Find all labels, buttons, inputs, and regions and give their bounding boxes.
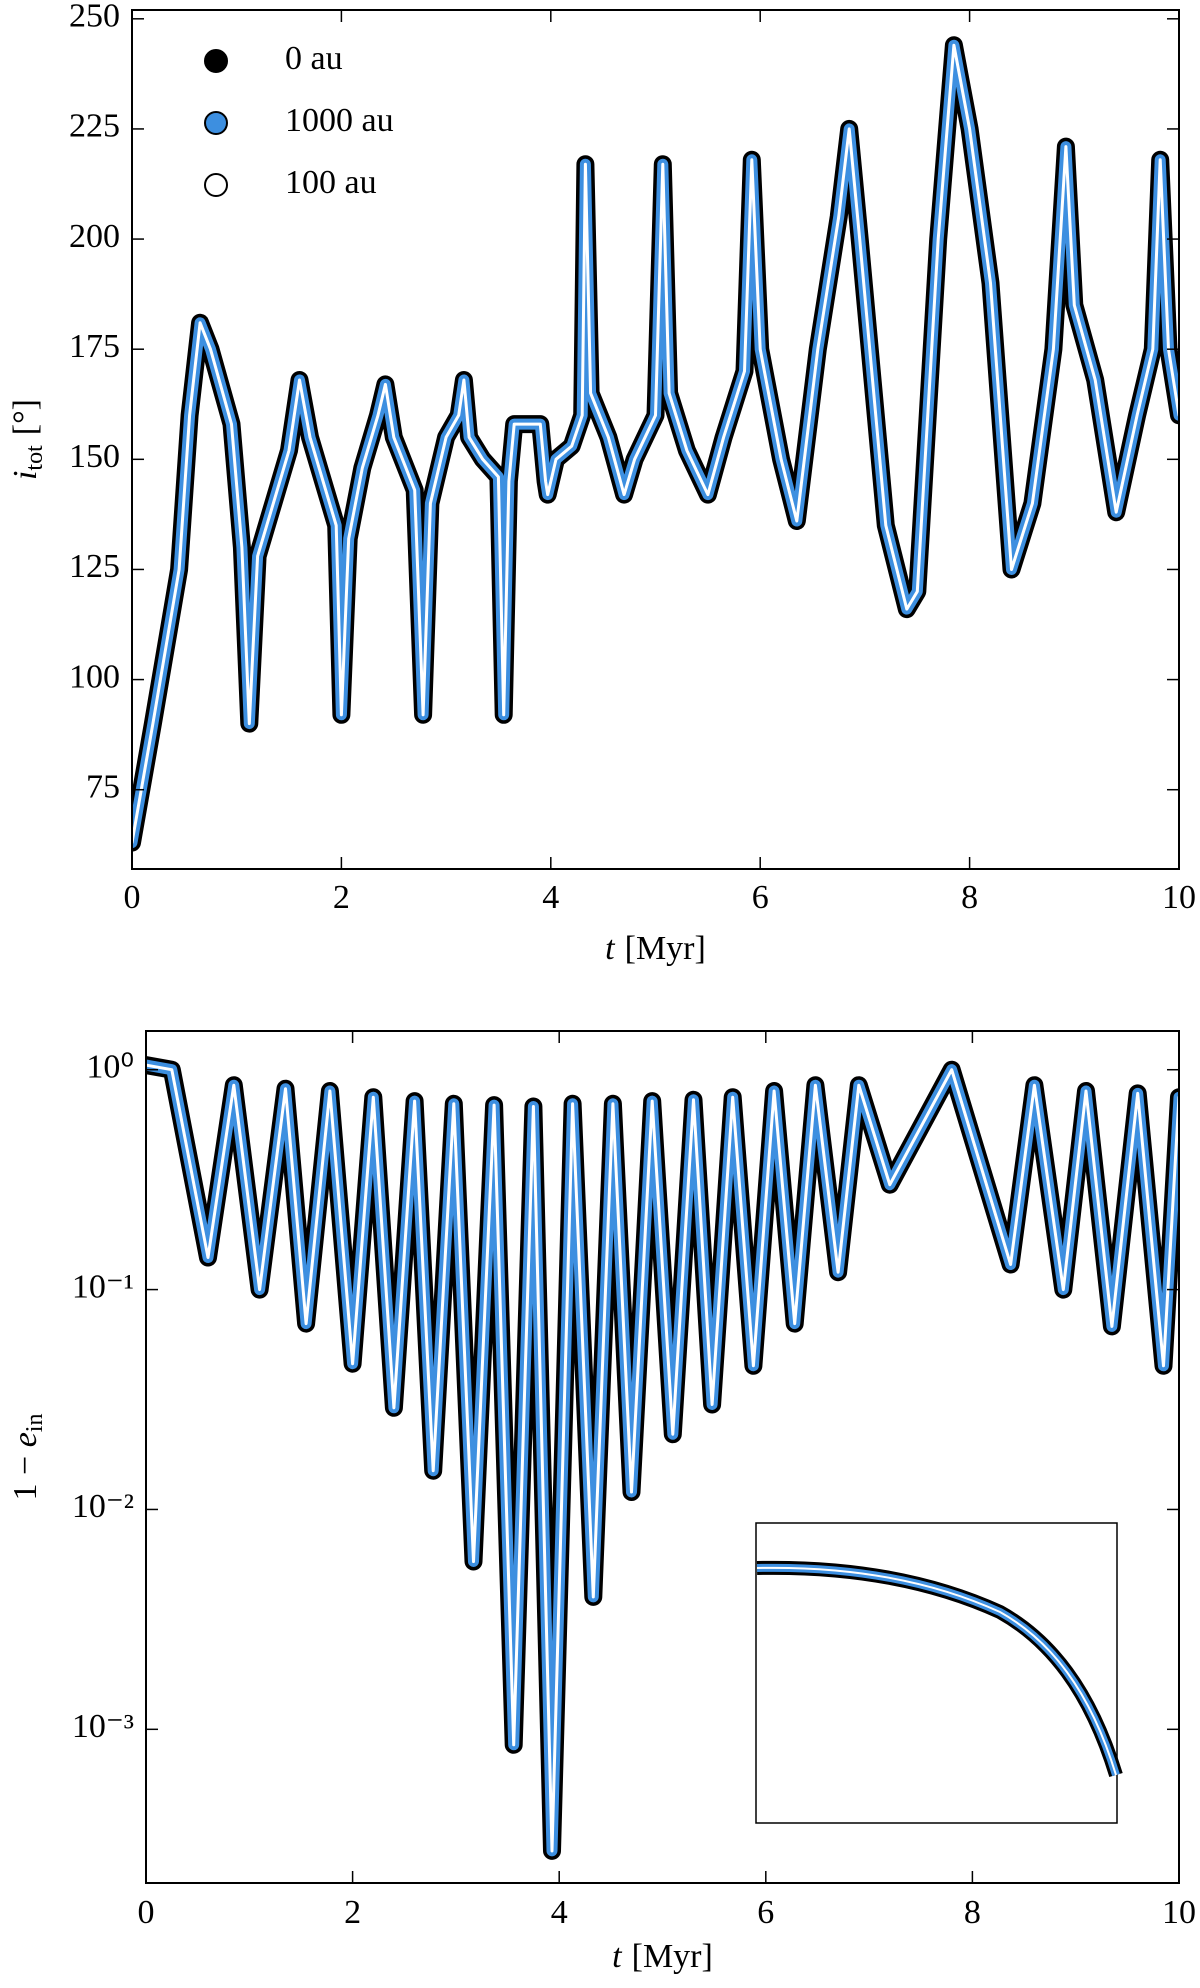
x-label-unit: [Myr]: [625, 930, 706, 967]
line-series: [146, 1063, 1179, 1853]
y-tick-label: 10⁻¹: [72, 1268, 134, 1305]
x-tick-label: 8: [964, 1894, 981, 1931]
inset-curve: [756, 1566, 1117, 1776]
y-tick-label: 10⁻²: [72, 1488, 134, 1525]
y-tick-label: 200: [69, 218, 120, 255]
y-tick-label: 10⁰: [86, 1049, 134, 1086]
y-tick-label: 175: [69, 328, 120, 365]
chart: 0 2 4 6 8 10 75 100 125 150 175 200 225 250 t [Myr] itot…: [7, 0, 1196, 967]
y-label-symbol: i: [7, 471, 44, 480]
x-tick-label: 4: [542, 879, 559, 916]
x-axis-label: t [Myr]: [612, 1938, 713, 1975]
x-axis-label: t [Myr]: [605, 930, 706, 967]
x-label-symbol: t: [605, 930, 616, 967]
legend-marker: [204, 173, 228, 197]
legend-marker: [204, 111, 228, 135]
x-label-symbol: t: [612, 1938, 623, 1975]
chart: 0 2 4 6 8 10 10⁰ 10⁻¹ 10⁻² 10⁻³ t [Myr] 1 − ein: [7, 1030, 1196, 1975]
x-tick-label: 2: [344, 1894, 361, 1931]
y-axis-label: itot [°]: [7, 399, 48, 480]
line-series: [132, 43, 1179, 845]
x-tick-label: 6: [757, 1894, 774, 1931]
y-label-subscript: tot: [22, 445, 48, 471]
y-label-symbol: e: [7, 1432, 44, 1447]
x-tick-label: 0: [138, 1894, 155, 1931]
y-tick-label: 100: [69, 658, 120, 695]
y-label-subscript: in: [22, 1414, 48, 1433]
legend-label: 0 au: [285, 40, 343, 77]
y-tick-label: 150: [69, 438, 120, 475]
y-tick-label: 125: [69, 548, 120, 585]
legend-label: 100 au: [285, 164, 377, 201]
x-tick-label: 2: [333, 879, 350, 916]
y-label-unit: [°]: [7, 399, 44, 435]
x-tick-label: 10: [1162, 1894, 1196, 1931]
y-tick-label: 225: [69, 108, 120, 145]
x-tick-label: 0: [124, 879, 141, 916]
inset: [755, 1522, 1123, 1824]
legend-label: 1000 au: [285, 102, 394, 139]
plot-frame: [145, 1030, 1180, 1884]
x-label-unit: [Myr]: [632, 1938, 713, 1975]
y-axis-label: 1 − ein: [7, 1414, 48, 1501]
y-tick-label: 10⁻³: [72, 1708, 134, 1745]
x-tick-label: 4: [551, 1894, 568, 1931]
y-label-prefix: 1 −: [7, 1447, 44, 1500]
x-tick-label: 10: [1162, 879, 1196, 916]
x-tick-label: 8: [961, 879, 978, 916]
y-tick-label: 250: [69, 0, 120, 35]
x-tick-label: 6: [752, 879, 769, 916]
plot-frame: [131, 9, 1180, 870]
legend-marker: [204, 49, 228, 73]
y-tick-label: 75: [86, 769, 120, 806]
